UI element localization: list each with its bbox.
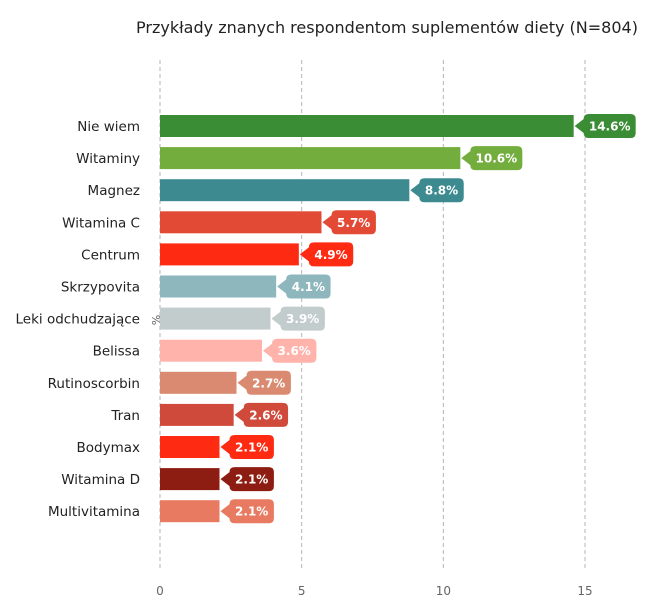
- bars: [160, 115, 574, 523]
- data-label-bubble: [220, 499, 274, 524]
- chart-title: Przykłady znanych respondentom suplement…: [136, 18, 638, 37]
- bar: [160, 243, 299, 266]
- bar: [160, 275, 277, 298]
- data-label-bubble: [461, 146, 523, 171]
- data-label: 2.1%: [235, 441, 268, 455]
- bar: [160, 147, 461, 170]
- data-label: 8.8%: [425, 184, 458, 198]
- data-label: 4.1%: [292, 280, 325, 294]
- category-label: Belissa: [93, 344, 140, 360]
- data-label: 5.7%: [337, 216, 370, 230]
- category-label: Skrzypovita: [61, 280, 140, 296]
- data-label-bubble: [299, 242, 354, 267]
- data-label-bubble: [220, 467, 274, 492]
- x-tick-label: 5: [298, 584, 306, 598]
- data-label-bubble: [574, 114, 636, 138]
- category-label: Tran: [110, 408, 140, 424]
- data-label: 3.6%: [278, 344, 311, 358]
- category-label: Leki odchudzające: [16, 312, 141, 328]
- category-label: Bodymax: [77, 440, 141, 456]
- x-tick-label: 10: [436, 584, 451, 598]
- category-label: Rutinoscorbin: [48, 376, 140, 392]
- bar: [160, 211, 322, 234]
- data-label: 10.6%: [476, 152, 518, 166]
- data-label: 2.6%: [249, 408, 282, 422]
- bar: [160, 307, 271, 330]
- category-labels: Nie wiem Witaminy Magnez Witamina C Centrum S…: [16, 119, 141, 520]
- data-label: 3.9%: [286, 312, 319, 326]
- x-tick-label: 0: [156, 584, 164, 598]
- x-tick-label: 15: [577, 584, 592, 598]
- category-label: Nie wiem: [77, 119, 140, 135]
- bar: [160, 436, 220, 458]
- data-label-bubble: [234, 402, 289, 427]
- data-label: 4.9%: [314, 248, 347, 262]
- category-label: Witamina D: [61, 472, 140, 488]
- category-label: Multivitamina: [48, 504, 140, 520]
- data-label-bubble: [277, 274, 331, 299]
- bar: [160, 468, 220, 491]
- data-label: 2.1%: [235, 473, 268, 487]
- category-label: Magnez: [88, 183, 140, 199]
- axis-unit-label: %: [149, 315, 162, 325]
- data-label-bubble: [263, 338, 317, 363]
- category-label: Centrum: [81, 247, 140, 263]
- bar: [160, 179, 410, 202]
- data-label: 2.7%: [252, 376, 285, 390]
- x-axis-ticks: 0 5 10 15: [156, 584, 592, 598]
- data-label-bubble: [220, 435, 274, 459]
- data-label-bubble: [237, 370, 291, 395]
- bar: [160, 371, 237, 394]
- data-label-bubble: [271, 306, 325, 331]
- bar: [160, 403, 234, 426]
- bar: [160, 500, 220, 523]
- category-label: Witaminy: [76, 151, 140, 167]
- data-label: 2.1%: [235, 505, 268, 519]
- data-labels: 14.6% 10.6% 8.8% 5.7% 4.9% 4.1% 3.9% 3.6% 2.7% 2.…: [220, 114, 636, 524]
- category-label: Witamina C: [62, 215, 140, 231]
- data-label-bubble: [322, 210, 376, 235]
- data-label: 14.6%: [589, 120, 631, 134]
- data-label-bubble: [410, 178, 464, 203]
- bar: [160, 339, 262, 362]
- bar: [160, 115, 574, 137]
